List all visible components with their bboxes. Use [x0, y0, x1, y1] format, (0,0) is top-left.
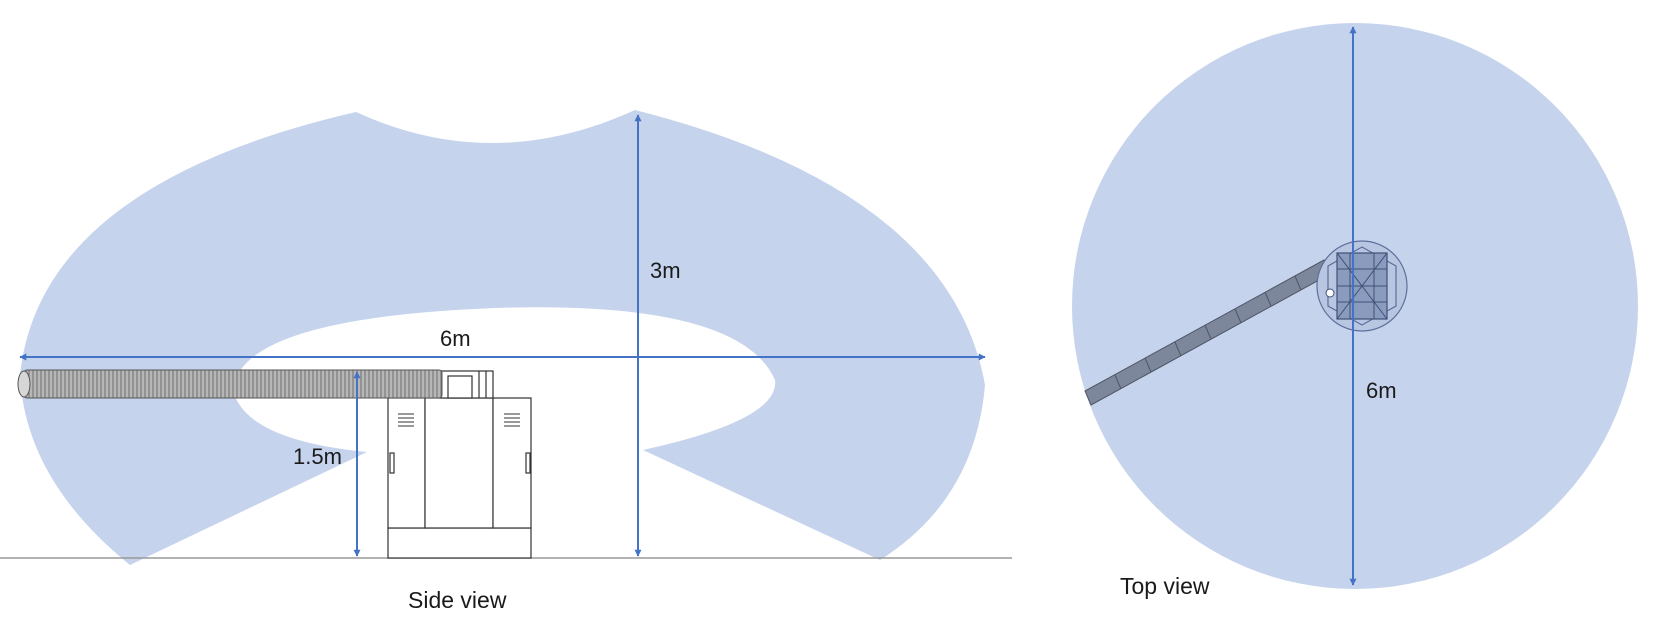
diameter-label: 6m: [1366, 378, 1397, 403]
corrugated-boom: [17, 369, 443, 399]
width-label: 6m: [440, 326, 471, 351]
machine-cabinet-left: [387, 397, 426, 529]
side-view: 6m 3m 1.5m Side view: [0, 110, 1012, 613]
machine-top-window: [447, 375, 473, 399]
machine-base: [387, 527, 532, 559]
side-view-caption: Side view: [408, 587, 507, 613]
top-view-caption: Top view: [1120, 573, 1210, 599]
height-label: 3m: [650, 258, 681, 283]
side-reach-envelope: [20, 110, 985, 565]
machine-cabinet-right: [492, 397, 532, 529]
machine-top: [1316, 240, 1408, 332]
machine-side: [387, 370, 532, 559]
top-view: 6m Top view: [1072, 23, 1638, 599]
machine-vent-icon: [398, 413, 520, 427]
machine-cabinet-center: [424, 397, 494, 529]
boom-height-label: 1.5m: [293, 444, 342, 469]
